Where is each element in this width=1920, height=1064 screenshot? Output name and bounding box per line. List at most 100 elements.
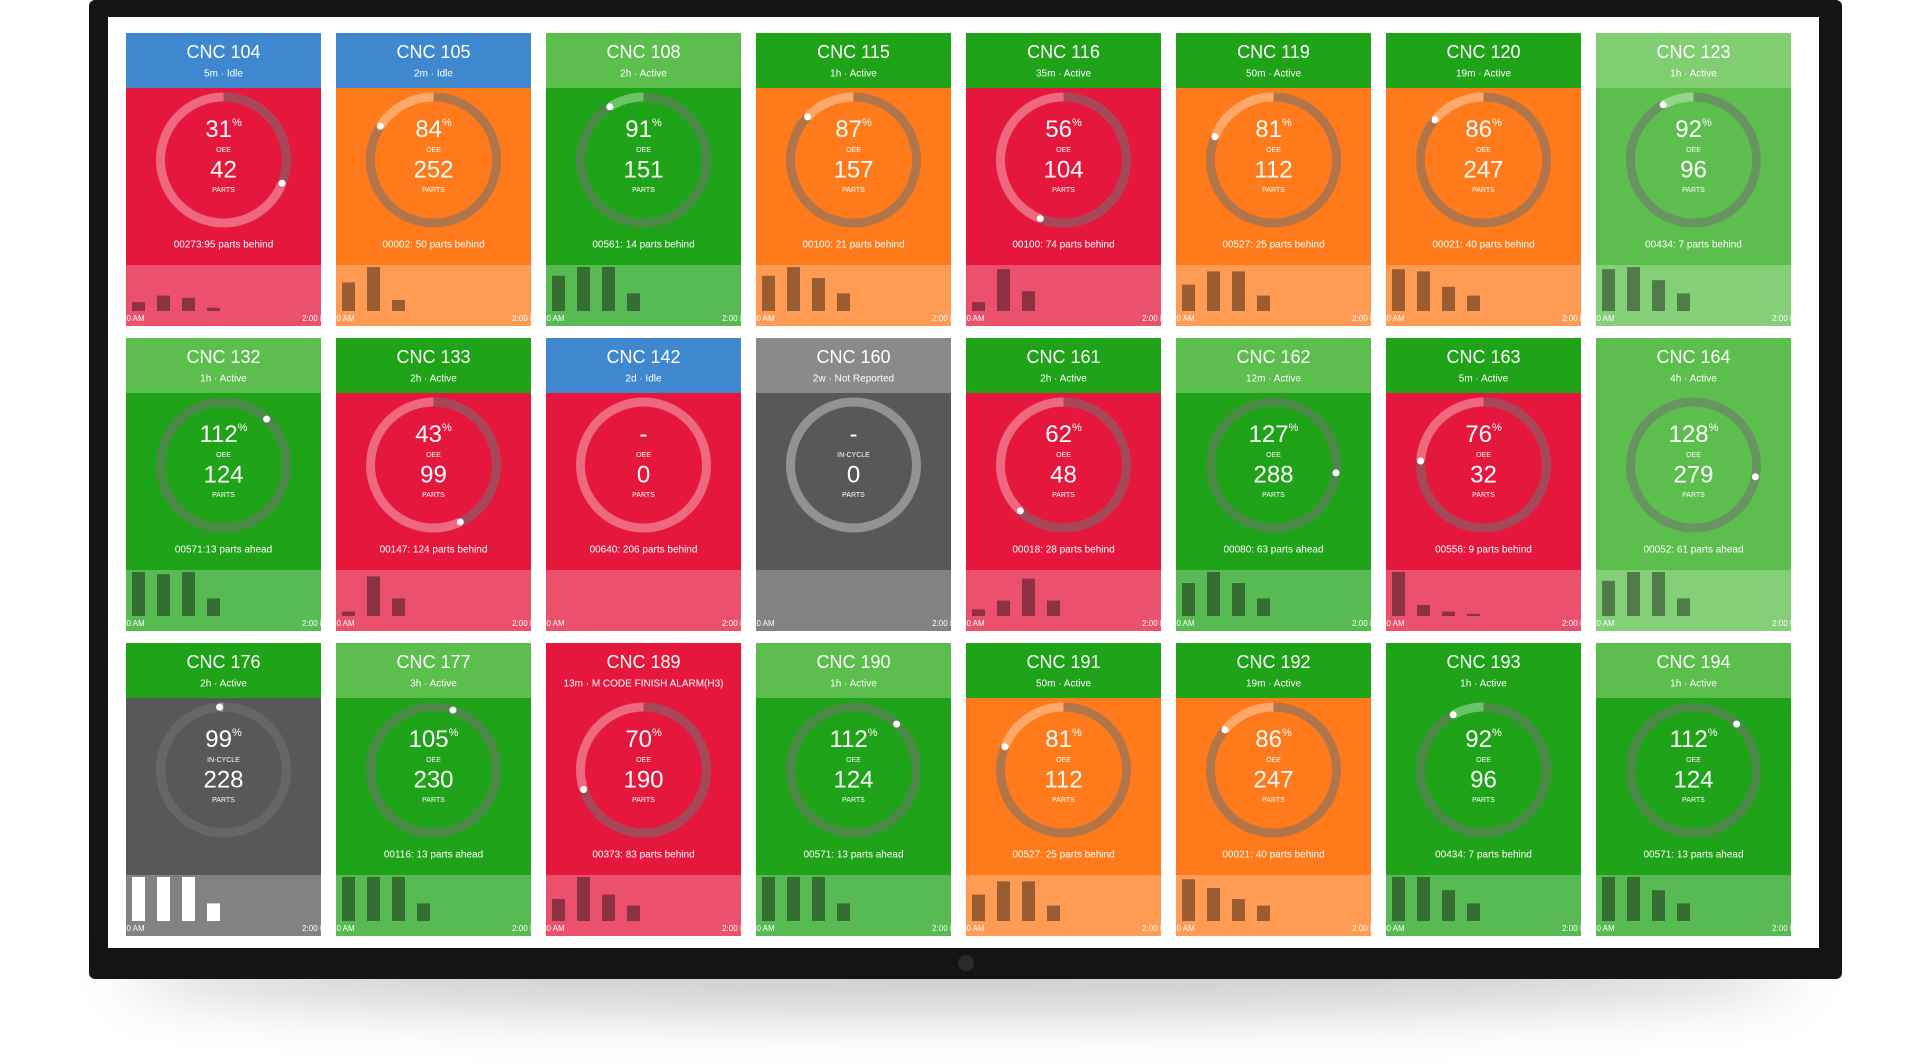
history-bar — [1442, 611, 1455, 616]
history-bar — [1232, 899, 1245, 921]
machine-tile: CNC 116 35m · Active 56% OEE 104 PARTS 00100: … — [955, 33, 1172, 326]
machine-tile: CNC 142 2d · Idle - OEE 0 PARTS 00640: 206 par… — [535, 338, 752, 631]
ring-dot — [804, 113, 812, 121]
percent-sign: % — [442, 117, 452, 129]
percent-sign: % — [1072, 422, 1082, 434]
parts-label: PARTS — [422, 187, 445, 194]
history-bar — [1442, 890, 1455, 921]
history-bar — [997, 881, 1010, 921]
chart-start-label: 6:00 AM — [955, 314, 985, 323]
metric-label: OEE — [1266, 452, 1281, 459]
percent-number: 87 — [835, 116, 862, 143]
chart-end-label: 2:00 PM — [1352, 619, 1382, 628]
parts-count: 228 — [203, 766, 243, 793]
machine-status: 1h · Active — [200, 374, 247, 385]
parts-note: 00147: 124 parts behind — [380, 545, 488, 556]
ring-track — [156, 92, 291, 228]
machine-status: 2h · Active — [200, 679, 247, 690]
history-bar — [787, 877, 800, 921]
parts-count: 99 — [420, 461, 447, 488]
chart-start-label: 6:00 AM — [325, 619, 355, 628]
ring-dot — [1001, 743, 1009, 751]
chart-end-label: 2:00 PM — [1352, 314, 1382, 323]
history-bar — [762, 877, 775, 921]
history-bar — [1207, 888, 1220, 921]
machine-tile: CNC 190 1h · Active 112% OEE 124 PARTS 00571: … — [745, 643, 962, 936]
chart-start-label: 6:00 AM — [115, 314, 145, 323]
ring-arc — [1416, 702, 1551, 838]
parts-note: 00640: 206 parts behind — [590, 545, 698, 556]
machine-name: CNC 176 — [186, 652, 260, 672]
chart-start-label: 6:00 AM — [1585, 314, 1615, 323]
chart-area — [126, 570, 321, 631]
machine-name: CNC 162 — [1236, 347, 1310, 367]
chart-end-label: 2:00 PM — [1562, 924, 1592, 933]
history-bar — [997, 269, 1010, 311]
parts-label: PARTS — [212, 492, 235, 499]
machine-name: CNC 177 — [396, 652, 470, 672]
machine-tile: CNC 189 13m · M CODE FINISH ALARM(H3) 70% O… — [535, 643, 752, 936]
chart-area — [126, 265, 321, 326]
chart-start-label: 6:00 AM — [535, 314, 565, 323]
machine-status: 1h · Active — [830, 69, 877, 80]
metric-label: IN-CYCLE — [207, 757, 240, 764]
chart-end-label: 2:00 PM — [722, 619, 752, 628]
machine-tile: CNC 193 1h · Active 92% OEE 96 PARTS 00434: 7 … — [1375, 643, 1592, 936]
chart-area — [336, 875, 531, 936]
chart-area — [966, 265, 1161, 326]
machine-name: CNC 104 — [186, 42, 260, 62]
ring-arc — [576, 92, 711, 228]
tile-header — [126, 33, 321, 88]
machine-tile: CNC 194 1h · Active 112% OEE 124 PARTS 00571: … — [1585, 643, 1802, 936]
history-bar — [392, 598, 405, 616]
chart-start-label: 6:00 AM — [535, 924, 565, 933]
history-bar — [207, 307, 220, 311]
parts-count: 124 — [833, 766, 873, 793]
history-bar — [1467, 295, 1480, 311]
history-bar — [1652, 890, 1665, 921]
machine-name: CNC 116 — [1027, 42, 1100, 62]
chart-end-label: 2:00 PM — [1142, 619, 1172, 628]
metric-label: OEE — [846, 147, 861, 154]
parts-label: PARTS — [842, 492, 865, 499]
ring-dot — [1449, 711, 1457, 719]
machine-name: CNC 194 — [1656, 652, 1730, 672]
metric-label: OEE — [1056, 452, 1071, 459]
machine-tile: CNC 120 19m · Active 86% OEE 247 PARTS 00021: … — [1375, 33, 1592, 326]
percent-value: 81% — [1255, 116, 1292, 143]
percent-number: 84 — [415, 116, 442, 143]
history-bar — [1677, 293, 1690, 311]
history-bar — [1257, 598, 1270, 616]
ring-track — [996, 702, 1131, 838]
history-bar — [1392, 877, 1405, 921]
parts-count: 247 — [1253, 766, 1293, 793]
chart-area — [1176, 265, 1371, 326]
chart-start-label: 6:00 AM — [325, 924, 355, 933]
tile-header — [1596, 643, 1791, 698]
chart-area — [1596, 570, 1791, 631]
chart-start-label: 6:00 AM — [1165, 924, 1195, 933]
parts-count: 96 — [1680, 156, 1707, 183]
percent-value: 43% — [415, 421, 452, 448]
machine-name: CNC 190 — [816, 652, 890, 672]
ring-arc — [156, 397, 291, 533]
ring-track — [576, 397, 711, 533]
percent-sign: % — [1492, 727, 1502, 739]
parts-count: 124 — [1673, 766, 1713, 793]
ring-arc — [366, 702, 501, 838]
machine-name: CNC 105 — [396, 42, 470, 62]
chart-end-label: 2:00 PM — [302, 924, 332, 933]
parts-count: 252 — [413, 156, 453, 183]
ring-dot — [263, 415, 271, 423]
percent-number: 91 — [625, 116, 652, 143]
ring-dot — [278, 179, 286, 187]
metric-label: OEE — [1056, 147, 1071, 154]
history-bar — [627, 905, 640, 921]
history-bar — [342, 282, 355, 311]
history-bar — [207, 903, 220, 921]
chart-end-label: 2:00 PM — [722, 314, 752, 323]
chart-area — [756, 265, 951, 326]
parts-note: 00002: 50 parts behind — [382, 240, 484, 251]
ring-dot — [1417, 457, 1425, 465]
